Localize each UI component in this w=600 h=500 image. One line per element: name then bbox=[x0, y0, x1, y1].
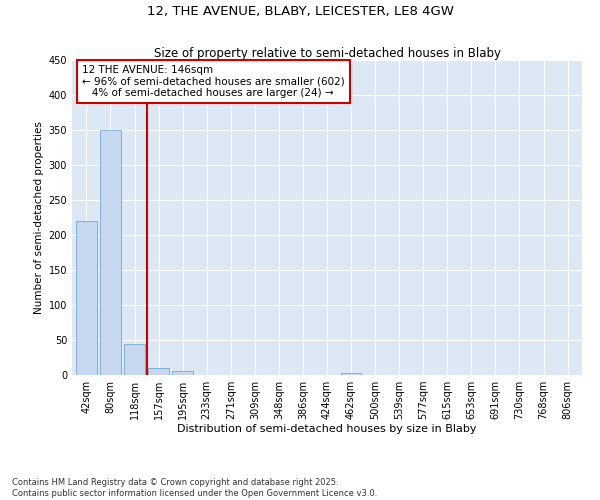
Bar bbox=[341, 373, 361, 375]
Bar bbox=[172, 371, 193, 375]
Bar bbox=[124, 344, 145, 375]
Bar bbox=[148, 368, 169, 375]
Title: Size of property relative to semi-detached houses in Blaby: Size of property relative to semi-detach… bbox=[154, 47, 500, 60]
X-axis label: Distribution of semi-detached houses by size in Blaby: Distribution of semi-detached houses by … bbox=[177, 424, 477, 434]
Bar bbox=[100, 130, 121, 375]
Bar bbox=[341, 373, 361, 375]
Bar bbox=[172, 371, 193, 375]
Bar bbox=[76, 221, 97, 375]
Bar bbox=[124, 344, 145, 375]
Text: 12, THE AVENUE, BLABY, LEICESTER, LE8 4GW: 12, THE AVENUE, BLABY, LEICESTER, LE8 4G… bbox=[146, 5, 454, 18]
Bar bbox=[76, 221, 97, 375]
Y-axis label: Number of semi-detached properties: Number of semi-detached properties bbox=[34, 121, 44, 314]
Bar bbox=[148, 368, 169, 375]
Text: Contains HM Land Registry data © Crown copyright and database right 2025.
Contai: Contains HM Land Registry data © Crown c… bbox=[12, 478, 377, 498]
Text: 12 THE AVENUE: 146sqm
← 96% of semi-detached houses are smaller (602)
   4% of s: 12 THE AVENUE: 146sqm ← 96% of semi-deta… bbox=[82, 64, 345, 98]
Bar bbox=[100, 130, 121, 375]
